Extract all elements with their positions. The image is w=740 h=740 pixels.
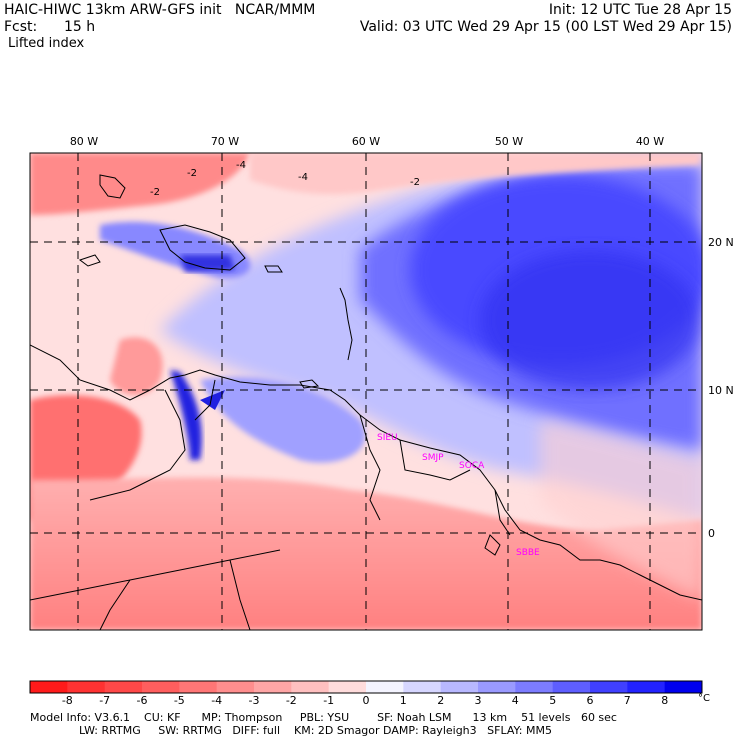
colorbar-swatch xyxy=(590,681,628,693)
contour-label: -4 xyxy=(236,160,246,171)
colorbar-swatch xyxy=(627,681,666,693)
colorbar-swatch xyxy=(254,681,292,693)
colorbar-swatch xyxy=(291,681,330,693)
forecast-label: Fcst: xyxy=(4,19,38,35)
coastlines xyxy=(30,174,702,630)
lon-label-40w: 40 W xyxy=(636,135,664,148)
colorbar-swatch xyxy=(30,681,68,693)
contour-label: -2 xyxy=(410,177,420,188)
colorbar-tick-label: -8 xyxy=(61,694,73,707)
shaded-field xyxy=(30,153,702,630)
colorbar-tick-label: 2 xyxy=(437,694,445,707)
colorbar-tick-label: 7 xyxy=(623,694,631,707)
init-time: Init: 12 UTC Tue 28 Apr 15 xyxy=(548,2,732,18)
lon-label-60w: 60 W xyxy=(352,135,380,148)
colorbar-swatch xyxy=(216,681,255,693)
colorbar-swatch xyxy=(67,681,106,693)
lon-label-50w: 50 W xyxy=(495,135,523,148)
lon-label-80w: 80 W xyxy=(70,135,98,148)
colorbar-swatch xyxy=(179,681,218,693)
colorbar-tick-label: 1 xyxy=(399,694,407,707)
lon-label-70w: 70 W xyxy=(211,135,239,148)
colorbar-tick-label: 0 xyxy=(362,694,370,707)
colorbar-swatch xyxy=(328,681,367,693)
colorbar-swatch xyxy=(403,681,442,693)
model-info-line1: Model Info: V3.6.1 CU: KF MP: Thompson P… xyxy=(30,711,617,724)
station-label: SOCA xyxy=(459,461,485,471)
model-info-line2: LW: RRTMG SW: RRTMG DIFF: full KM: 2D Sm… xyxy=(30,724,552,737)
colorbar-unit: °C xyxy=(698,693,710,704)
lat-label-10n: 10 N xyxy=(708,384,734,397)
contour-label: -4 xyxy=(298,172,308,183)
colorbar-tick-label: -1 xyxy=(323,694,335,707)
field-name: Lifted index xyxy=(8,36,85,51)
lat-lon-grid xyxy=(30,153,702,630)
station-label: SBBE xyxy=(516,548,540,558)
contour-label: -2 xyxy=(187,168,197,179)
colorbar-swatch xyxy=(515,681,554,693)
lat-label-0: 0 xyxy=(708,527,715,540)
colorbar-swatch xyxy=(366,681,404,693)
colorbar-tick-label: -5 xyxy=(173,694,185,707)
colorbar-swatch xyxy=(552,681,591,693)
contour-label: -2 xyxy=(150,187,160,198)
colorbar-tick-label: -7 xyxy=(99,694,111,707)
station-label: SMJP xyxy=(422,453,444,463)
colorbar-tick-label: -6 xyxy=(136,694,148,707)
colorbar-tick-label: 6 xyxy=(586,694,594,707)
colorbar-tick-label: 3 xyxy=(474,694,482,707)
colorbar-tick-label: 8 xyxy=(661,694,669,707)
colorbar-tick-label: -3 xyxy=(248,694,260,707)
colorbar-frame xyxy=(29,680,703,694)
colorbar-swatch xyxy=(440,681,479,693)
lat-label-20n: 20 N xyxy=(708,236,734,249)
colorbar xyxy=(29,680,703,694)
colorbar-swatch xyxy=(104,681,143,693)
colorbar-swatch xyxy=(142,681,180,693)
station-label: SIEU xyxy=(377,433,398,443)
colorbar-tick-label: -2 xyxy=(285,694,297,707)
colorbar-swatch xyxy=(478,681,516,693)
model-title: HAIC-HIWC 13km ARW-GFS init NCAR/MMM xyxy=(4,2,316,18)
colorbar-swatch xyxy=(664,681,703,693)
colorbar-tick-label: 4 xyxy=(511,694,519,707)
colorbar-tick-label: 5 xyxy=(549,694,557,707)
colorbar-tick-label: -4 xyxy=(211,694,223,707)
valid-time: Valid: 03 UTC Wed 29 Apr 15 (00 LST Wed … xyxy=(359,19,732,35)
forecast-hour: 15 h xyxy=(64,19,96,35)
